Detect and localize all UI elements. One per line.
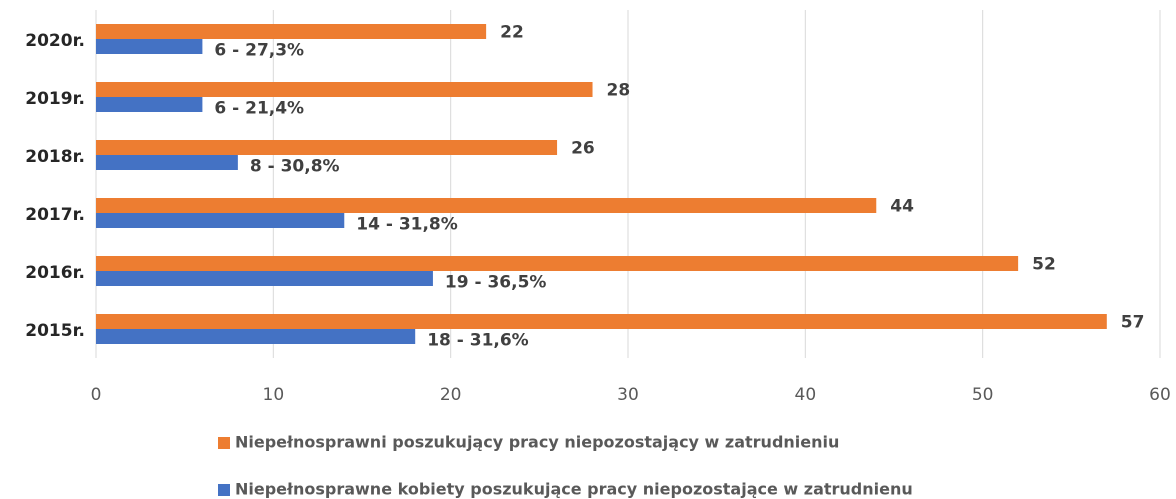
data-label: 44 <box>890 197 914 217</box>
legend-swatch <box>218 437 230 449</box>
category-label: 2015r. <box>25 321 85 341</box>
category-label: 2019r. <box>25 89 85 109</box>
bar <box>96 24 487 39</box>
bar <box>96 329 416 344</box>
x-tick-label: 10 <box>263 385 285 405</box>
bar <box>96 82 593 97</box>
bar <box>96 39 203 54</box>
data-label: 26 <box>571 139 595 159</box>
data-label: 6 - 27,3% <box>214 41 304 61</box>
data-label: 6 - 21,4% <box>214 99 304 119</box>
category-label: 2018r. <box>25 147 85 167</box>
data-label: 14 - 31,8% <box>356 215 458 235</box>
bar <box>96 155 238 170</box>
x-tick-label: 30 <box>617 385 639 405</box>
data-label: 28 <box>607 81 631 101</box>
bar <box>96 256 1019 271</box>
category-label: 2020r. <box>25 31 85 51</box>
bar <box>96 213 345 228</box>
bar <box>96 314 1107 329</box>
x-tick-label: 50 <box>972 385 994 405</box>
bar <box>96 97 203 112</box>
data-label: 19 - 36,5% <box>445 273 547 293</box>
bar <box>96 271 433 286</box>
category-label: 2016r. <box>25 263 85 283</box>
data-label: 18 - 31,6% <box>427 331 529 351</box>
bar <box>96 198 877 213</box>
data-label: 22 <box>500 23 524 43</box>
x-tick-label: 0 <box>91 385 102 405</box>
x-tick-label: 20 <box>440 385 462 405</box>
legend-swatch <box>218 484 230 496</box>
x-tick-label: 40 <box>795 385 817 405</box>
data-label: 8 - 30,8% <box>250 157 340 177</box>
category-label: 2017r. <box>25 205 85 225</box>
x-tick-label: 60 <box>1149 385 1171 405</box>
legend-label: Niepełnosprawne kobiety poszukujące prac… <box>235 480 913 499</box>
data-label: 52 <box>1032 255 1056 275</box>
legend-label: Niepełnosprawni poszukujący pracy niepoz… <box>235 433 839 452</box>
data-label: 57 <box>1121 313 1145 333</box>
bar <box>96 140 558 155</box>
